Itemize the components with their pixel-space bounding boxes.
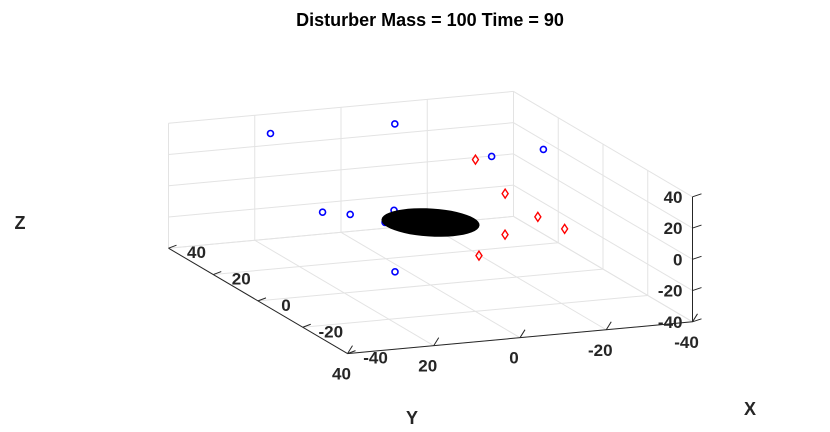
y-tick-label: 20 (418, 357, 437, 376)
red-diamond-point (471, 153, 480, 166)
side-wall-gridline (513, 215, 693, 323)
x-tick-label: 0 (281, 296, 290, 315)
blue-circle-point (487, 152, 496, 161)
x-tick-mark (257, 297, 267, 302)
chart-title: Disturber Mass = 100 Time = 90 (296, 10, 564, 30)
data-layer (266, 120, 569, 276)
blue-circle-point (266, 129, 275, 138)
z-axis-label: Z (15, 213, 26, 233)
back-wall-gridline (168, 184, 514, 218)
y-tick-label: -20 (588, 341, 613, 360)
back-wall-gridline (168, 90, 514, 124)
x-tick-label: 40 (187, 243, 206, 262)
y-tick-label: 0 (509, 349, 518, 368)
red-diamond-point (533, 211, 542, 223)
floor-gridline (254, 239, 435, 347)
z-tick-label: -20 (658, 282, 683, 301)
x-tick-mark (168, 244, 177, 249)
x-tick-mark (213, 271, 222, 276)
red-diamond-point (501, 228, 509, 241)
y-tick-label: -40 (674, 333, 699, 352)
x-axis-label: X (744, 399, 756, 419)
side-wall-gridline (513, 184, 693, 291)
y-tick-mark (433, 337, 440, 346)
side-wall-gridline (513, 153, 693, 260)
x-tick-mark (302, 323, 311, 328)
back-wall-gridline (168, 122, 514, 155)
y-tick-mark (519, 329, 526, 338)
blue-circle-point (318, 208, 327, 216)
side-wall-gridline (513, 90, 693, 198)
floor-gridline (426, 223, 607, 331)
grid-layer (168, 90, 693, 355)
x-tick-label: 20 (232, 270, 251, 289)
x-tick-label: -40 (363, 349, 388, 368)
disk-particles (381, 208, 480, 237)
x-tick-mark (347, 350, 356, 355)
red-diamond-point (475, 249, 483, 262)
z-tick-mark (692, 255, 702, 260)
y-tick-mark (692, 313, 698, 323)
y-tick-label: 40 (332, 365, 351, 384)
blue-circle-point (391, 268, 399, 276)
z-tick-mark (692, 193, 702, 198)
blue-circle-point (346, 210, 354, 219)
z-tick-label: 40 (664, 188, 683, 207)
back-wall-gridline (168, 153, 514, 187)
red-diamond-point (560, 223, 569, 235)
z-tick-label: 0 (673, 250, 682, 269)
blue-circle-point (539, 145, 548, 154)
z-tick-mark (692, 224, 702, 229)
side-wall-gridline (513, 122, 693, 229)
red-diamond-point (501, 187, 509, 200)
z-tick-mark (692, 318, 702, 323)
z-tick-label: 20 (664, 219, 683, 238)
blue-circle-point (391, 120, 399, 128)
z-tick-label: -40 (658, 313, 683, 332)
z-tick-mark (692, 287, 702, 292)
y-tick-mark (605, 321, 612, 331)
y-tick-mark (347, 345, 353, 354)
floor-gridline (340, 231, 521, 339)
y-axis-label: Y (406, 408, 418, 428)
x-tick-label: -20 (318, 322, 343, 341)
